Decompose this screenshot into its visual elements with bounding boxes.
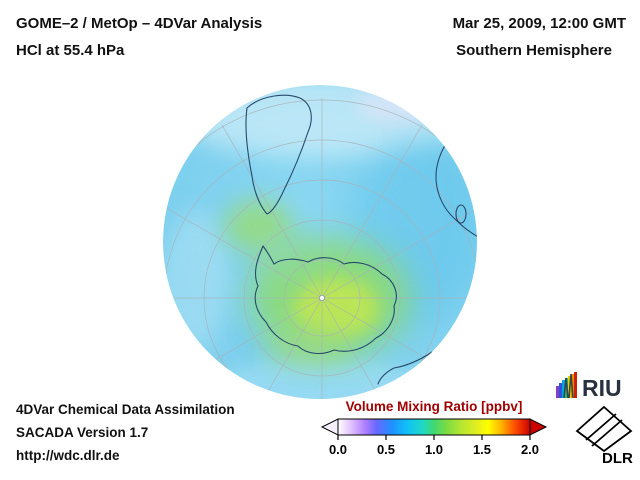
coastline-australia xyxy=(377,351,433,385)
colorbar-title: Volume Mixing Ratio [ppbv] xyxy=(346,399,523,414)
dlr-logo: DLR xyxy=(575,405,633,466)
plot-title: GOME–2 / MetOp – 4DVar Analysis xyxy=(16,15,263,32)
riu-cathedral-icon xyxy=(563,373,574,399)
dlr-emblem-icon xyxy=(575,405,633,453)
coastline-antarctica xyxy=(254,245,397,355)
colorbar-tick-label: 0.0 xyxy=(329,442,347,457)
vortex-green-south-extension xyxy=(265,325,355,365)
assimilation-label: 4DVar Chemical Data Assimilation xyxy=(16,402,235,417)
plot-subtitle: HCl at 55.4 hPa xyxy=(16,42,125,59)
south-pole-marker xyxy=(318,294,325,301)
website-url: http://wdc.dlr.de xyxy=(16,448,120,463)
light-limb-left xyxy=(163,210,232,350)
plot-datetime: Mar 25, 2009, 12:00 GMT xyxy=(452,15,626,32)
colorbar-tick-label: 1.5 xyxy=(473,442,491,457)
colorbar-under-arrow xyxy=(320,418,339,436)
header-left: GOME–2 / MetOp – 4DVar Analysis HCl at 5… xyxy=(16,10,262,64)
low-value-spot-topright xyxy=(356,88,440,124)
vortex-green-bridge xyxy=(255,234,315,282)
riu-logo: RIU xyxy=(556,372,622,401)
vortex-green-core xyxy=(294,278,378,338)
colorbar: Volume Mixing Ratio [ppbv] 0.0 0.5 1.0 1… xyxy=(320,399,548,457)
coastline-south-america xyxy=(245,94,312,215)
colorbar-tick-label: 1.0 xyxy=(425,442,443,457)
riu-logo-text: RIU xyxy=(582,375,622,401)
header-right: Mar 25, 2009, 12:00 GMT Southern Hemisph… xyxy=(453,10,626,64)
version-label: SACADA Version 1.7 xyxy=(16,425,149,440)
plot-region: Southern Hemisphere xyxy=(456,42,612,59)
colorbar-tick-label: 2.0 xyxy=(521,442,539,457)
colorbar-over-arrow xyxy=(529,418,548,436)
colorbar-tick-label: 0.5 xyxy=(377,442,395,457)
coastline-madagascar xyxy=(455,204,467,224)
colorbar-gradient xyxy=(337,418,531,436)
colorbar-tickmarks xyxy=(337,435,531,440)
footer-left: 4DVar Chemical Data Assimilation SACADA … xyxy=(16,398,235,467)
dlr-logo-text: DLR xyxy=(602,450,633,466)
